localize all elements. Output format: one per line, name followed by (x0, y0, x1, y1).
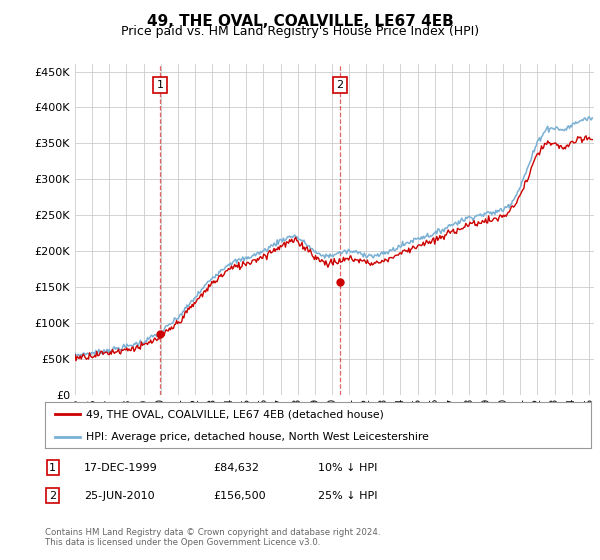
Text: £156,500: £156,500 (213, 491, 266, 501)
Text: 25% ↓ HPI: 25% ↓ HPI (318, 491, 377, 501)
Text: Contains HM Land Registry data © Crown copyright and database right 2024.
This d: Contains HM Land Registry data © Crown c… (45, 528, 380, 547)
Text: 2: 2 (49, 491, 56, 501)
Text: 25-JUN-2010: 25-JUN-2010 (84, 491, 155, 501)
Text: 17-DEC-1999: 17-DEC-1999 (84, 463, 158, 473)
Text: 49, THE OVAL, COALVILLE, LE67 4EB: 49, THE OVAL, COALVILLE, LE67 4EB (146, 14, 454, 29)
Text: £84,632: £84,632 (213, 463, 259, 473)
Text: 10% ↓ HPI: 10% ↓ HPI (318, 463, 377, 473)
Text: 1: 1 (157, 80, 163, 90)
Text: 1: 1 (49, 463, 56, 473)
Text: 49, THE OVAL, COALVILLE, LE67 4EB (detached house): 49, THE OVAL, COALVILLE, LE67 4EB (detac… (86, 409, 384, 419)
Text: 2: 2 (337, 80, 344, 90)
Text: Price paid vs. HM Land Registry's House Price Index (HPI): Price paid vs. HM Land Registry's House … (121, 25, 479, 38)
Text: HPI: Average price, detached house, North West Leicestershire: HPI: Average price, detached house, Nort… (86, 432, 429, 441)
